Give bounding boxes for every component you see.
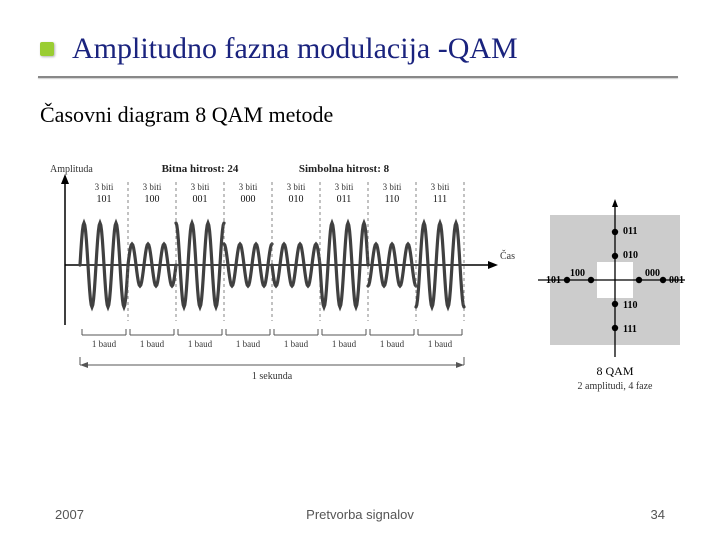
svg-text:3 biti: 3 biti bbox=[287, 182, 306, 192]
svg-text:1 baud: 1 baud bbox=[188, 339, 213, 349]
svg-text:010: 010 bbox=[623, 250, 638, 261]
svg-text:001: 001 bbox=[669, 275, 684, 286]
svg-text:Čas: Čas bbox=[500, 250, 515, 262]
svg-text:Simbolna hitrost: 8: Simbolna hitrost: 8 bbox=[299, 163, 390, 175]
svg-text:010: 010 bbox=[289, 194, 304, 205]
svg-text:1 baud: 1 baud bbox=[332, 339, 357, 349]
diagram-area: Amplituda Čas Bitna hitrost: 24 Simbolna hi… bbox=[35, 150, 685, 450]
svg-text:101: 101 bbox=[97, 194, 112, 205]
svg-text:011: 011 bbox=[337, 194, 352, 205]
svg-text:111: 111 bbox=[623, 324, 637, 335]
svg-text:1 baud: 1 baud bbox=[92, 339, 117, 349]
svg-text:000: 000 bbox=[241, 194, 256, 205]
svg-text:3 biti: 3 biti bbox=[335, 182, 354, 192]
slide-title: Amplitudno fazna modulacija -QAM bbox=[72, 32, 518, 66]
svg-text:1 sekunda: 1 sekunda bbox=[252, 371, 293, 382]
svg-text:Amplituda: Amplituda bbox=[50, 164, 93, 175]
svg-text:001: 001 bbox=[193, 194, 208, 205]
svg-text:3 biti: 3 biti bbox=[239, 182, 258, 192]
diagram-svg: Amplituda Čas Bitna hitrost: 24 Simbolna hi… bbox=[35, 150, 685, 450]
title-row: Amplitudno fazna modulacija -QAM bbox=[40, 32, 518, 66]
slide-subtitle: Časovni diagram 8 QAM metode bbox=[40, 102, 333, 128]
svg-text:000: 000 bbox=[645, 268, 660, 279]
svg-text:101: 101 bbox=[546, 275, 561, 286]
svg-text:110: 110 bbox=[623, 300, 637, 311]
svg-text:3 biti: 3 biti bbox=[383, 182, 402, 192]
svg-text:1 baud: 1 baud bbox=[380, 339, 405, 349]
svg-text:011: 011 bbox=[623, 226, 637, 237]
svg-text:1 baud: 1 baud bbox=[428, 339, 453, 349]
footer-center: Pretvorba signalov bbox=[306, 507, 414, 522]
svg-text:1 baud: 1 baud bbox=[284, 339, 309, 349]
svg-text:1 baud: 1 baud bbox=[236, 339, 261, 349]
svg-text:110: 110 bbox=[385, 194, 400, 205]
svg-text:3 biti: 3 biti bbox=[143, 182, 162, 192]
svg-text:3 biti: 3 biti bbox=[431, 182, 450, 192]
svg-text:8 QAM: 8 QAM bbox=[596, 364, 633, 378]
bullet-icon bbox=[40, 42, 54, 56]
footer: 2007 Pretvorba signalov 34 bbox=[0, 507, 720, 522]
footer-page: 34 bbox=[651, 507, 665, 522]
svg-text:100: 100 bbox=[145, 194, 160, 205]
svg-text:111: 111 bbox=[433, 194, 447, 205]
svg-text:1 baud: 1 baud bbox=[140, 339, 165, 349]
svg-text:100: 100 bbox=[570, 268, 585, 279]
title-underline bbox=[38, 76, 678, 78]
svg-text:3 biti: 3 biti bbox=[191, 182, 210, 192]
svg-text:2 amplitudi, 4 faze: 2 amplitudi, 4 faze bbox=[578, 381, 654, 392]
svg-text:Bitna hitrost: 24: Bitna hitrost: 24 bbox=[162, 163, 239, 175]
footer-year: 2007 bbox=[55, 507, 84, 522]
svg-text:3 biti: 3 biti bbox=[95, 182, 114, 192]
slide: Amplitudno fazna modulacija -QAM Časovni… bbox=[0, 0, 720, 540]
